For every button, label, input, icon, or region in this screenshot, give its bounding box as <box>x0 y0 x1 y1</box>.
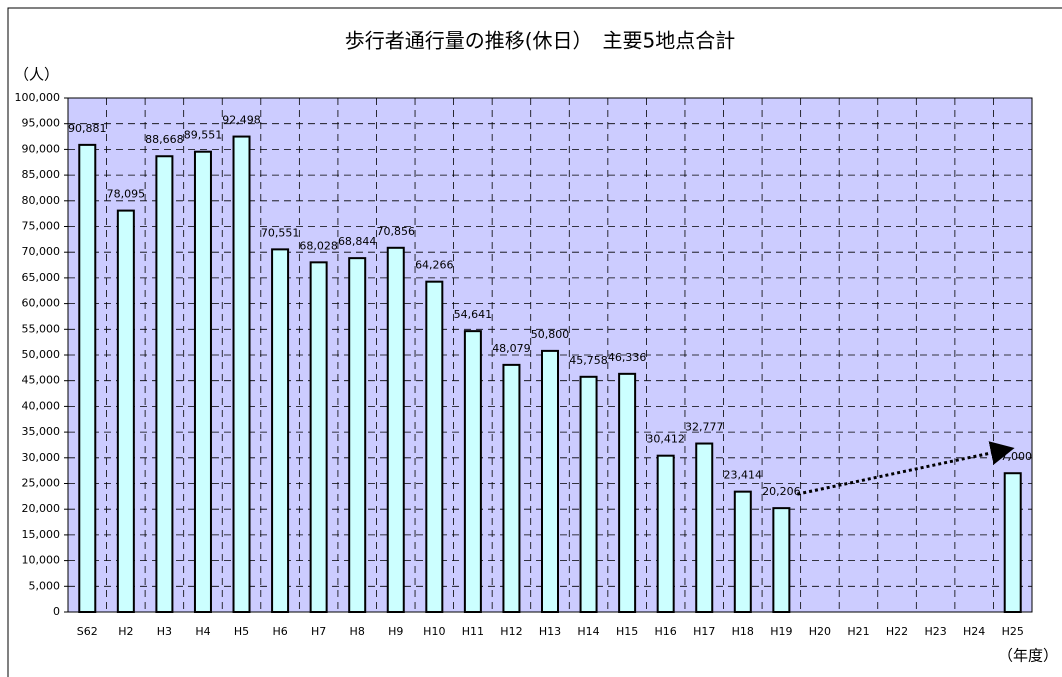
y-tick-label: 15,000 <box>22 528 61 541</box>
bar <box>78 143 97 613</box>
y-tick-label: 45,000 <box>22 374 61 387</box>
y-tick-label: 35,000 <box>22 425 61 438</box>
bar <box>425 280 444 613</box>
y-tick-label: 40,000 <box>22 399 61 412</box>
data-label: 46,336 <box>608 351 647 364</box>
data-label: 68,028 <box>299 239 338 252</box>
y-tick-label: 75,000 <box>22 220 61 233</box>
bar <box>193 150 212 613</box>
y-tick-label: 55,000 <box>22 322 61 335</box>
bar <box>116 209 135 613</box>
y-tick-label: 5,000 <box>29 579 61 592</box>
bar <box>579 375 598 614</box>
x-tick-label: H22 <box>886 625 908 638</box>
x-tick-label: H17 <box>693 625 715 638</box>
data-label: 54,641 <box>454 308 493 321</box>
bar <box>656 454 675 613</box>
bar <box>541 349 559 613</box>
x-tick-label: H7 <box>311 625 326 638</box>
x-tick-label: H18 <box>732 625 754 638</box>
data-label: 48,079 <box>492 342 531 355</box>
bar <box>618 372 637 613</box>
bar <box>1003 472 1022 613</box>
y-tick-label: 50,000 <box>22 348 61 361</box>
y-tick-label: 100,000 <box>15 91 61 104</box>
y-tick-label: 65,000 <box>22 271 61 284</box>
bar <box>309 261 328 613</box>
x-tick-label: H20 <box>809 625 831 638</box>
x-tick-label: H8 <box>350 625 365 638</box>
bar <box>502 363 521 613</box>
data-label: 50,800 <box>531 328 570 341</box>
bar <box>772 507 791 614</box>
x-tick-label: H11 <box>462 625 484 638</box>
x-tick-label: S62 <box>77 625 98 638</box>
y-tick-label: 70,000 <box>22 245 61 258</box>
bar <box>155 155 174 613</box>
bar <box>348 257 367 613</box>
data-label: 20,206 <box>762 485 801 498</box>
data-label: 78,095 <box>107 188 146 201</box>
data-label: 70,551 <box>261 226 300 239</box>
x-tick-label: H5 <box>234 625 249 638</box>
data-label: 90,881 <box>68 122 107 135</box>
data-label: 32,777 <box>685 421 724 434</box>
x-tick-label: H14 <box>577 625 599 638</box>
y-tick-label: 20,000 <box>22 502 61 515</box>
y-tick-label: 0 <box>53 605 60 618</box>
bar <box>271 248 290 613</box>
y-tick-label: 25,000 <box>22 477 61 490</box>
data-label: 88,668 <box>145 133 184 146</box>
bar <box>386 246 405 613</box>
data-label: 23,414 <box>724 469 763 482</box>
data-label: 64,266 <box>415 259 454 272</box>
x-tick-label: H19 <box>770 625 792 638</box>
data-label: 30,412 <box>646 433 685 446</box>
x-axis-label: （年度） <box>998 647 1058 665</box>
x-tick-label: H10 <box>423 625 445 638</box>
x-tick-label: H24 <box>963 625 985 638</box>
bar <box>695 442 714 613</box>
trend-arrow <box>797 441 1015 496</box>
data-label: 92,498 <box>222 114 261 127</box>
x-tick-label: H25 <box>1002 625 1024 638</box>
y-tick-label: 60,000 <box>22 297 61 310</box>
y-tick-label: 10,000 <box>22 554 61 567</box>
bar <box>733 490 752 613</box>
chart-title: 歩行者通行量の推移(休日） 主要5地点合計 <box>345 29 736 53</box>
y-tick-label: 95,000 <box>22 117 61 130</box>
x-tick-label: H2 <box>118 625 133 638</box>
x-tick-label: H4 <box>195 625 210 638</box>
x-tick-label: H6 <box>272 625 287 638</box>
x-tick-label: H12 <box>500 625 522 638</box>
data-label: 89,551 <box>184 129 223 142</box>
x-tick-label: H13 <box>539 625 561 638</box>
x-tick-label: H23 <box>924 625 946 638</box>
x-tick-label: H15 <box>616 625 638 638</box>
x-tick-label: H16 <box>655 625 677 638</box>
data-label: 70,856 <box>377 225 416 238</box>
bar <box>232 135 251 614</box>
bar <box>463 330 482 613</box>
y-tick-label: 30,000 <box>22 451 61 464</box>
y-tick-label: 90,000 <box>22 142 61 155</box>
x-tick-label: H9 <box>388 625 403 638</box>
x-tick-label: H21 <box>847 625 869 638</box>
data-label: 45,758 <box>569 354 608 367</box>
data-label: 68,844 <box>338 235 377 248</box>
y-tick-label: 85,000 <box>22 168 61 181</box>
y-tick-label: 80,000 <box>22 194 61 207</box>
x-tick-label: H3 <box>157 625 172 638</box>
y-axis-label: （人） <box>14 66 59 84</box>
